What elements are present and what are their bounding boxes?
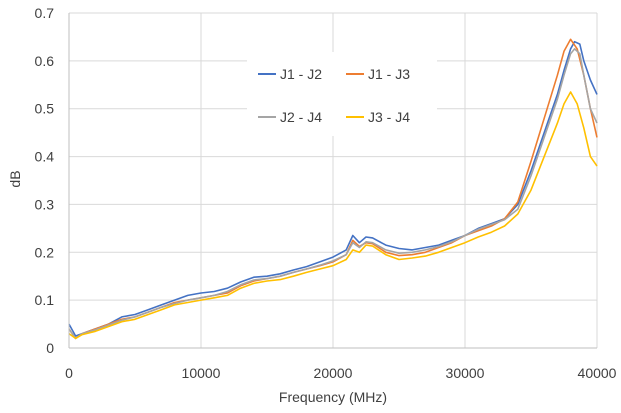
y-axis-title: dB: [7, 170, 23, 187]
y-tick-label: 0.5: [35, 101, 55, 117]
series-line-j3-j4: [68, 91, 598, 340]
axes: [68, 13, 597, 349]
x-tick-label: 0: [65, 365, 73, 381]
y-tick-label: 0.4: [35, 149, 55, 165]
y-tick-label: 0.3: [35, 196, 55, 212]
legend-background: [247, 52, 437, 136]
series-line-j1-j2: [68, 40, 598, 337]
y-tick-label: 0: [46, 340, 54, 356]
x-tick-label: 40000: [578, 365, 617, 381]
x-tick-label: 10000: [182, 365, 221, 381]
x-tick-label: 30000: [446, 365, 485, 381]
x-axis-title: Frequency (MHz): [279, 389, 387, 405]
y-tick-labels: 0 0.1 0.2 0.3 0.4 0.5 0.6 0.7: [35, 5, 55, 356]
y-tick-label: 0.7: [35, 5, 55, 21]
x-tick-label: 20000: [314, 365, 353, 381]
y-tick-label: 0.2: [35, 244, 55, 260]
series-lines: [68, 38, 598, 340]
series-line-j2-j4: [68, 48, 598, 340]
legend-label-j2-j4: J2 - J4: [280, 109, 322, 125]
legend-label-j3-j4: J3 - J4: [368, 109, 410, 125]
x-tick-labels: 0 10000 20000 30000 40000: [65, 365, 617, 381]
legend-label-j1-j3: J1 - J3: [368, 66, 410, 82]
legend: J1 - J2 J1 - J3 J2 - J4 J3 - J4: [247, 52, 437, 136]
y-tick-label: 0.6: [35, 53, 55, 69]
legend-label-j1-j2: J1 - J2: [280, 66, 322, 82]
y-tick-label: 0.1: [35, 292, 55, 308]
